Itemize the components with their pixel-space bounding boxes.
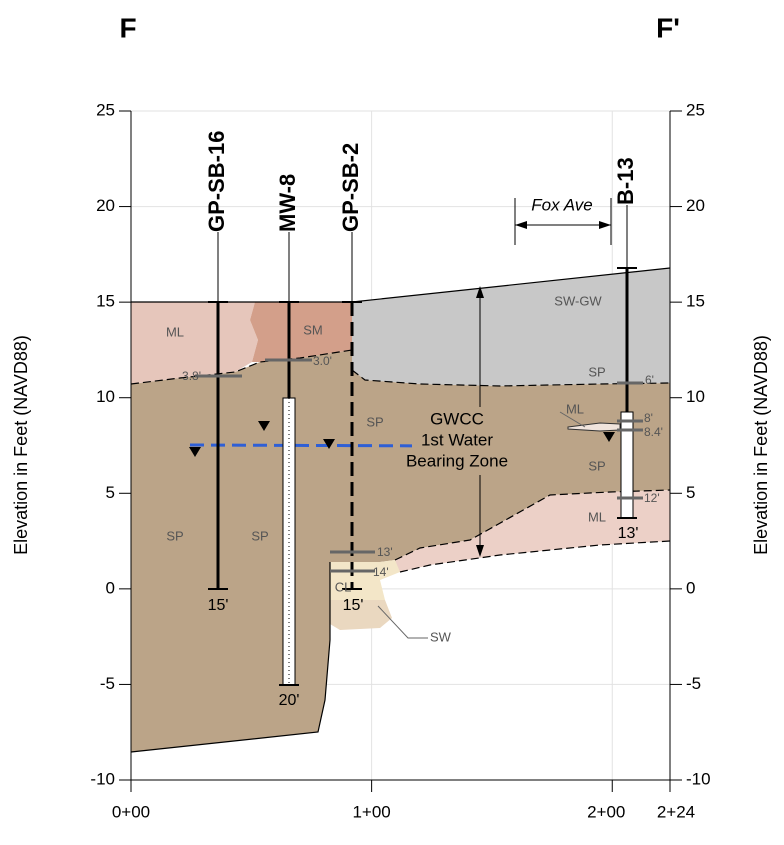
cross-section: F F' Elevation in Feet (NAVD88) Elevatio… [0, 0, 784, 845]
soil-label: ML [566, 401, 584, 416]
soil-label: SP [588, 458, 605, 473]
soil-label: SP [251, 528, 268, 543]
depth-label: 14' [373, 565, 389, 579]
y-tick-label: 20 [686, 196, 705, 215]
section-start: F [119, 12, 136, 43]
depth-label: 3.8' [182, 369, 201, 383]
zone-label: 1st Water [421, 430, 493, 449]
arrowhead [515, 221, 527, 229]
soil-label: SP [588, 364, 605, 379]
soil-label: SW [430, 629, 452, 644]
soil-label: SM [303, 322, 323, 337]
y-tick-label: 5 [106, 483, 115, 502]
depth-label: 8.4' [644, 425, 663, 439]
x-tick-label: 2+24 [657, 802, 695, 821]
y-tick-label: -5 [100, 674, 115, 693]
y-tick-label: -5 [686, 674, 701, 693]
y-tick-label: 25 [686, 100, 705, 119]
soil-label: SW-GW [554, 293, 602, 308]
y-axis-label: Elevation in Feet (NAVD88) [11, 335, 31, 555]
y-tick-label: 0 [686, 578, 695, 597]
soil-label: ML [588, 509, 606, 524]
depth-label: 6' [645, 373, 654, 387]
y-tick-label: 10 [686, 387, 705, 406]
x-tick-label: 2+00 [587, 802, 625, 821]
y-tick-label: 15 [686, 292, 705, 311]
soil-label: SP [166, 528, 183, 543]
y-tick-label: 5 [686, 483, 695, 502]
boring-name: GP-SB-16 [204, 131, 229, 232]
y-tick-label: 25 [96, 100, 115, 119]
depth-label: 20' [279, 692, 300, 709]
soil-label: CL [335, 579, 352, 594]
depth-label: 3.0' [313, 354, 332, 368]
depth-label: 13' [377, 545, 393, 559]
sp-unit [131, 350, 670, 752]
sw-gw-unit [352, 268, 670, 386]
street-label: Fox Ave [531, 195, 592, 214]
depth-label: 13' [618, 525, 639, 542]
y-tick-label: -10 [90, 769, 115, 788]
zone-label: GWCC [430, 409, 484, 428]
x-tick-label: 0+00 [112, 802, 150, 821]
depth-label: 15' [208, 597, 229, 614]
depth-label: 12' [644, 491, 660, 505]
depth-label: 15' [343, 597, 364, 614]
x-tick-label: 1+00 [352, 802, 390, 821]
y-axis-label-right: Elevation in Feet (NAVD88) [751, 335, 771, 555]
well-screen [283, 398, 295, 685]
boring-name: GP-SB-2 [338, 143, 363, 232]
zone-label: Bearing Zone [406, 451, 508, 470]
soil-label: SP [366, 414, 383, 429]
y-tick-label: 15 [96, 292, 115, 311]
depth-label: 8' [644, 411, 653, 425]
y-tick-label: 20 [96, 196, 115, 215]
boring-name: MW-8 [275, 174, 300, 232]
y-tick-label: -10 [686, 769, 711, 788]
arrowhead [599, 221, 611, 229]
boring-name: B-13 [613, 157, 638, 205]
section-end: F' [656, 12, 680, 43]
well-screen [621, 412, 633, 518]
y-tick-label: 0 [106, 578, 115, 597]
y-tick-label: 10 [96, 387, 115, 406]
soil-label: ML [166, 324, 184, 339]
